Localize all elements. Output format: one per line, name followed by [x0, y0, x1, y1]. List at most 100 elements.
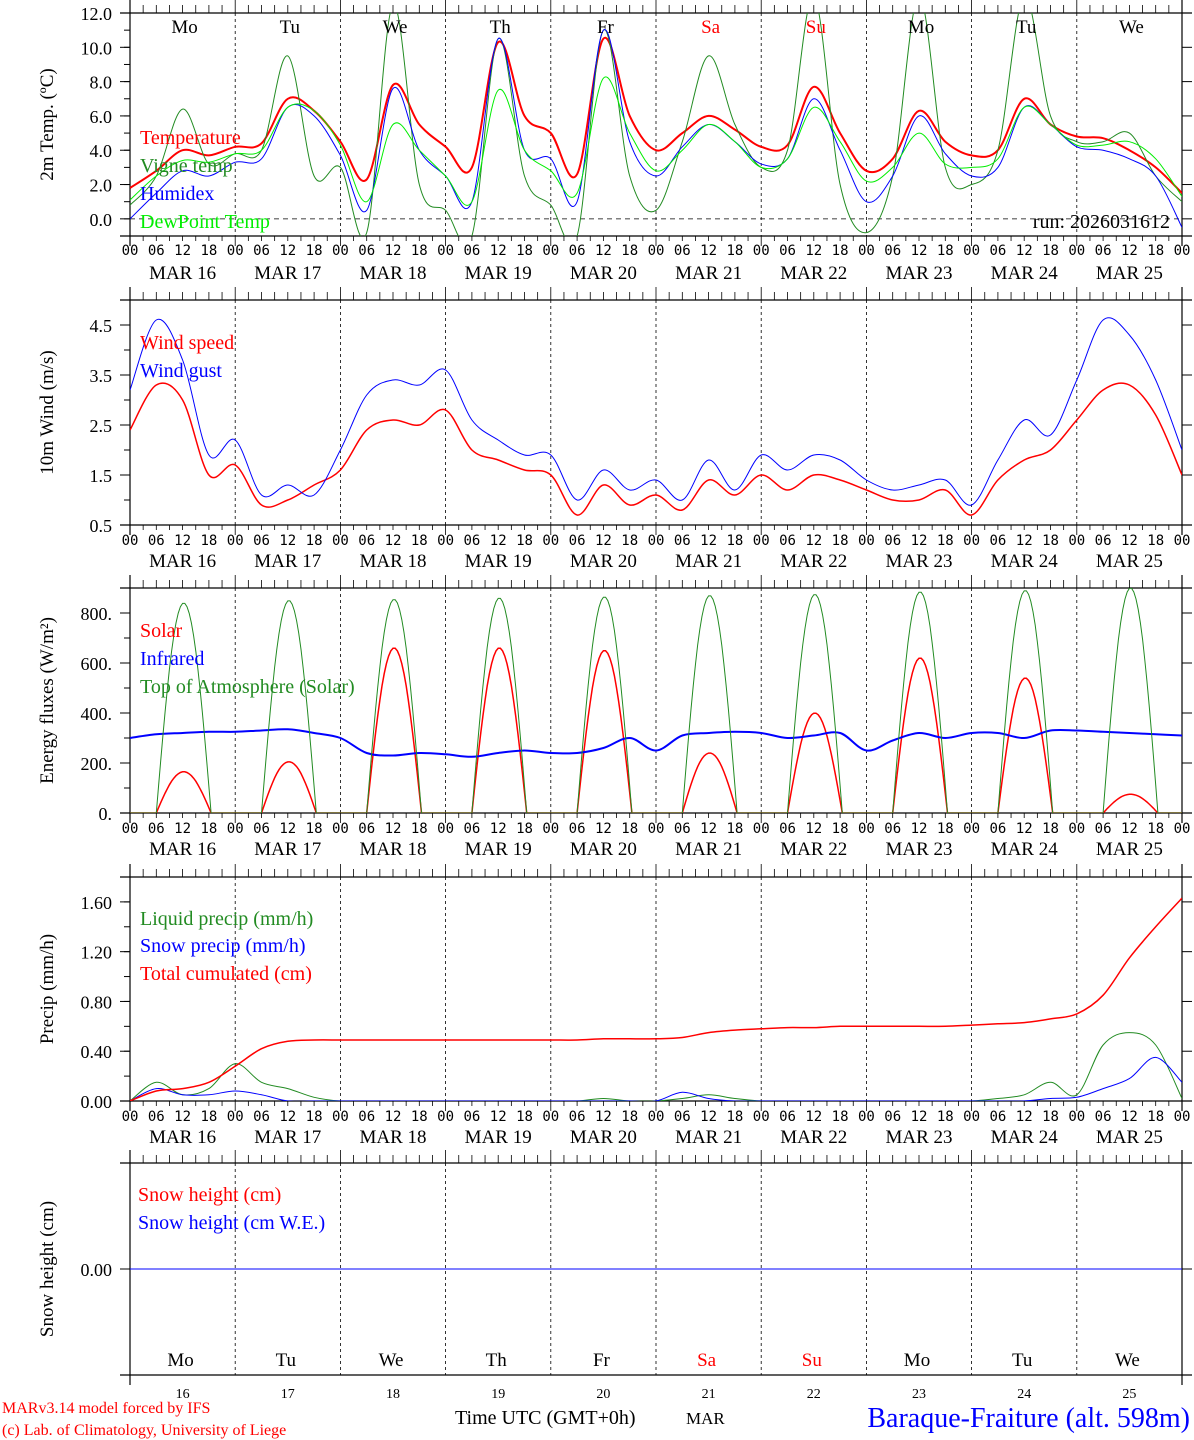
y-tick-label: 0.5 [90, 516, 113, 536]
x-tick-label: 06 [674, 1109, 691, 1125]
x-tick-label: 18 [1147, 1109, 1164, 1125]
y-tick-label: 1.20 [81, 943, 113, 963]
y-tick-label: 1.5 [90, 466, 113, 486]
x-tick-label: 18 [726, 1109, 743, 1125]
day-label: Fr [593, 1350, 611, 1371]
day-label: Tu [276, 1350, 297, 1371]
x-tick-label: 12 [595, 1109, 612, 1125]
x-tick-label: 18 [306, 1109, 323, 1125]
y-tick-label: 600. [81, 654, 113, 674]
date-label: MAR 17 [254, 551, 321, 572]
date-label: MAR 19 [465, 551, 532, 572]
day-number: 18 [386, 1387, 400, 1402]
day-label: Mo [904, 1350, 930, 1371]
x-tick-label: 06 [148, 821, 165, 837]
x-tick-label: 12 [279, 533, 296, 549]
x-tick-label: 00 [1068, 821, 1085, 837]
x-tick-label: 18 [937, 1109, 954, 1125]
x-tick-label: 18 [306, 533, 323, 549]
y-tick-label: 0.80 [81, 992, 113, 1012]
x-tick-label: 06 [358, 243, 375, 259]
x-tick-label: 00 [753, 821, 770, 837]
x-tick-label: 12 [1016, 821, 1033, 837]
x-tick-label: 06 [674, 821, 691, 837]
legend-entry: Snow height (cm) [138, 1184, 281, 1206]
station-title: Baraque-Fraiture (alt. 598m) [867, 1403, 1190, 1434]
y-tick-label: 200. [81, 754, 113, 774]
x-tick-label: 00 [122, 243, 139, 259]
date-label: MAR 20 [570, 263, 637, 284]
x-tick-label: 06 [779, 1109, 796, 1125]
date-label: MAR 20 [570, 839, 637, 860]
date-label: MAR 23 [885, 1127, 952, 1148]
x-tick-label: 12 [174, 533, 191, 549]
x-tick-label: 00 [753, 1109, 770, 1125]
x-tick-label: 00 [227, 243, 244, 259]
x-tick-label: 12 [174, 243, 191, 259]
x-tick-label: 00 [542, 821, 559, 837]
y-tick-label: 2.0 [90, 176, 113, 196]
x-tick-label: 00 [963, 243, 980, 259]
day-label: Th [490, 17, 512, 38]
date-label: MAR 25 [1096, 263, 1163, 284]
x-tick-label: 06 [1095, 533, 1112, 549]
x-tick-label: 00 [332, 533, 349, 549]
x-tick-label: 18 [1147, 821, 1164, 837]
day-label: Mo [908, 17, 934, 38]
x-tick-label: 12 [1121, 533, 1138, 549]
x-tick-label: 18 [306, 243, 323, 259]
day-number: 25 [1122, 1387, 1136, 1402]
legend-entry: Top of Atmosphere (Solar) [140, 676, 355, 698]
panel-5: 0.00 Snow height (cm) Snow height (cm) Snow… [37, 1150, 1192, 1402]
x-tick-label: 18 [832, 1109, 849, 1125]
legend-entry: DewPoint Temp [140, 211, 270, 233]
date-label: MAR 22 [780, 263, 847, 284]
x-tick-label: 18 [411, 1109, 428, 1125]
x-tick-label: 06 [358, 1109, 375, 1125]
x-tick-label: 18 [200, 1109, 217, 1125]
x-tick-label: 00 [858, 243, 875, 259]
y-axis-label: Energy fluxes (W/m²) [37, 617, 58, 784]
day-label: Mo [171, 17, 197, 38]
x-tick-label: 18 [200, 533, 217, 549]
day-label: Sa [701, 17, 721, 38]
x-tick-label: 06 [569, 533, 586, 549]
x-tick-label: 18 [621, 1109, 638, 1125]
x-tick-label: 06 [779, 243, 796, 259]
x-tick-label: 06 [779, 533, 796, 549]
date-label: MAR 17 [254, 263, 321, 284]
date-label: MAR 19 [465, 839, 532, 860]
date-label: MAR 16 [149, 839, 216, 860]
date-label: MAR 18 [359, 263, 426, 284]
x-tick-label: 18 [516, 821, 533, 837]
model-credit: MARv3.14 model forced by IFS [2, 1400, 210, 1417]
series-group [130, 13, 1182, 236]
x-tick-label: 06 [989, 1109, 1006, 1125]
y-axis-label: Snow height (cm) [37, 1201, 58, 1337]
x-tick-label: 12 [911, 1109, 928, 1125]
day-label: We [383, 17, 408, 38]
x-tick-label: 18 [200, 243, 217, 259]
day-label: We [1119, 17, 1144, 38]
date-label: MAR 22 [780, 1127, 847, 1148]
y-tick-label: 12.0 [81, 4, 113, 24]
x-tick-label: 00 [753, 243, 770, 259]
x-tick-label: 06 [463, 821, 480, 837]
date-label: MAR 16 [149, 1127, 216, 1148]
x-tick-label: 00 [1174, 533, 1191, 549]
x-tick-label: 00 [542, 243, 559, 259]
date-label: MAR 22 [780, 551, 847, 572]
x-tick-label: 18 [516, 243, 533, 259]
x-tick-label: 18 [937, 821, 954, 837]
date-label: MAR 21 [675, 1127, 742, 1148]
day-label: Tu [1016, 17, 1037, 38]
date-label: MAR 23 [885, 839, 952, 860]
x-tick-label: 12 [174, 1109, 191, 1125]
day-number: 21 [702, 1387, 716, 1402]
x-tick-label: 00 [122, 821, 139, 837]
date-label: MAR 18 [359, 551, 426, 572]
x-tick-label: 12 [385, 243, 402, 259]
x-tick-label: 06 [463, 243, 480, 259]
x-tick-label: 06 [1095, 243, 1112, 259]
x-tick-label: 12 [385, 1109, 402, 1125]
